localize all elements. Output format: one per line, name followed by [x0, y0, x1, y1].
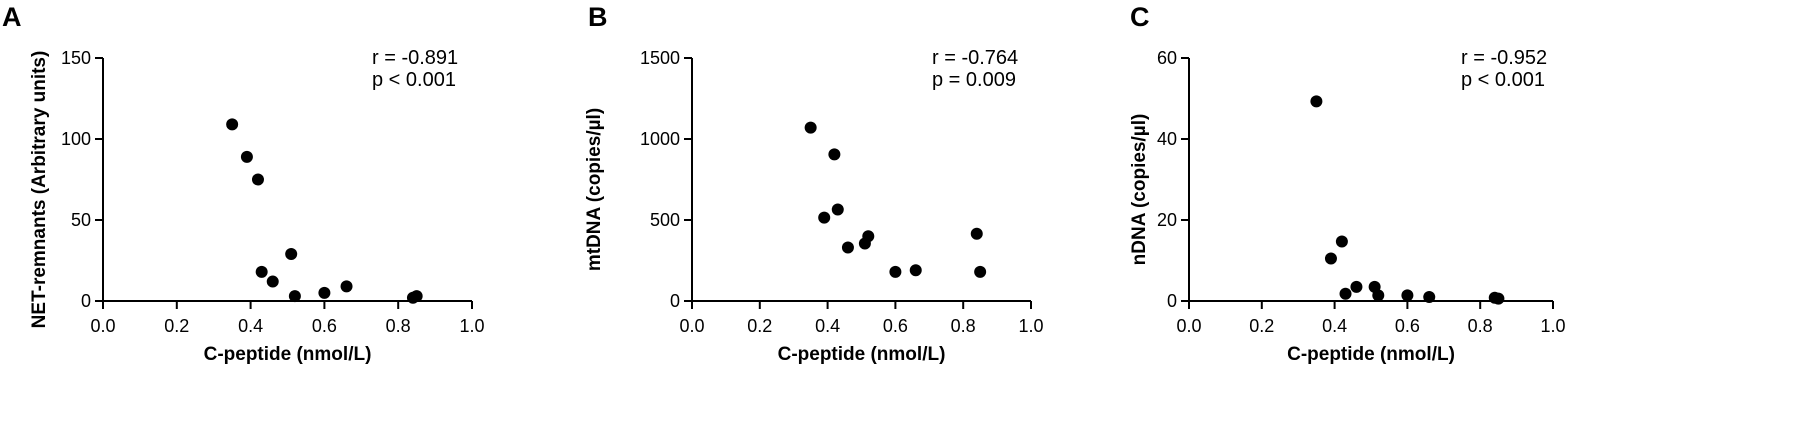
panel-b-data-point — [828, 148, 841, 161]
panel-c-x-tick-label: 0.6 — [1395, 316, 1420, 336]
panel-a-x-axis-title: C-peptide (nmol/L) — [204, 344, 372, 365]
panel-a-x-tick-label: 0.2 — [164, 316, 189, 336]
panel-c-y-tick-label: 0 — [1167, 291, 1177, 311]
panel-b-data-point — [909, 264, 922, 277]
panel-b-stat-p: p = 0.009 — [932, 69, 1016, 91]
panel-c-x-tick-label: 0.4 — [1322, 316, 1347, 336]
panel-b-data-point — [831, 203, 844, 216]
panel-c-x-tick-label: 1.0 — [1540, 316, 1565, 336]
panel-b-y-tick-label: 500 — [650, 210, 680, 230]
panel-b-x-tick-label: 0.2 — [747, 316, 772, 336]
panel-a-data-point — [240, 150, 253, 163]
panel-c-x-tick-label: 0.8 — [1468, 316, 1493, 336]
panel-c-data-point — [1350, 280, 1363, 293]
panel-c-data-point — [1372, 289, 1385, 302]
panel-a-x-tick-label: 0.6 — [312, 316, 337, 336]
panel-c-data-point — [1339, 287, 1352, 300]
panel-a-data-point — [226, 118, 239, 131]
panel-c-y-axis-title: nDNA (copies/µl) — [1129, 114, 1150, 266]
panel-b-stat-r: r = -0.764 — [932, 47, 1018, 69]
panel-a-data-point — [340, 280, 353, 293]
panel-b-data-point — [841, 241, 854, 254]
panel-a-data-point — [251, 173, 264, 186]
panel-a-letter: A — [2, 2, 22, 32]
panel-c-y-tick-label: 40 — [1157, 129, 1177, 149]
panel-a-x-tick-label: 0.0 — [90, 316, 115, 336]
panel-b-x-axis-title: C-peptide (nmol/L) — [778, 344, 946, 365]
panel-b-data-point — [818, 211, 831, 224]
panel-a-x-tick-label: 1.0 — [459, 316, 484, 336]
panel-b-letter: B — [588, 2, 608, 32]
panel-a-data-point — [410, 290, 423, 303]
panel-b-x-tick-label: 0.4 — [815, 316, 840, 336]
panel-a-data-point — [266, 275, 279, 288]
panel-b-x-tick-label: 1.0 — [1018, 316, 1043, 336]
panel-c-data-point — [1423, 290, 1436, 303]
panel-c-data-point — [1492, 292, 1505, 305]
panel-c-x-tick-label: 0.2 — [1249, 316, 1274, 336]
panel-a-y-tick-label: 150 — [61, 48, 91, 68]
panel-c-data-point — [1401, 289, 1414, 302]
panel-a-data-point — [255, 265, 268, 278]
panel-c-letter: C — [1130, 2, 1150, 32]
panel-b-y-tick-label: 1500 — [640, 48, 680, 68]
panel-c-x-axis-title: C-peptide (nmol/L) — [1287, 344, 1455, 365]
panel-c-y-tick-label: 60 — [1157, 48, 1177, 68]
panel-b-data-point — [889, 265, 902, 278]
panel-c-y-tick-label: 20 — [1157, 210, 1177, 230]
panel-b-y-tick-label: 1000 — [640, 129, 680, 149]
panel-a-data-point — [285, 248, 298, 261]
panel-a-x-tick-label: 0.4 — [238, 316, 263, 336]
panel-a-data-point — [318, 286, 331, 299]
panel-c-data-point — [1324, 252, 1337, 265]
panel-b-x-tick-label: 0.8 — [951, 316, 976, 336]
panel-a-x-tick-label: 0.8 — [386, 316, 411, 336]
panel-b-data-point — [970, 227, 983, 240]
panel-c-stat-p: p < 0.001 — [1461, 69, 1545, 91]
panel-b-data-point — [862, 230, 875, 243]
panel-b-data-point — [974, 265, 987, 278]
panel-c-data-point — [1335, 235, 1348, 248]
panel-c-data-point — [1310, 95, 1323, 108]
panel-b-x-tick-label: 0.0 — [679, 316, 704, 336]
panel-a-stat-r: r = -0.891 — [372, 47, 458, 69]
panel-b-y-axis-title: mtDNA (copies/µl) — [584, 108, 605, 271]
panel-b-data-point — [804, 121, 817, 134]
panel-c-stat-r: r = -0.952 — [1461, 47, 1547, 69]
panel-a-stat-p: p < 0.001 — [372, 69, 456, 91]
panel-a-y-axis-title: NET-remnants (Arbitrary units) — [29, 51, 50, 329]
panel-a-y-tick-label: 0 — [81, 291, 91, 311]
panel-a-y-tick-label: 100 — [61, 129, 91, 149]
panel-b-y-tick-label: 0 — [670, 291, 680, 311]
panel-a-data-point — [288, 290, 301, 303]
panel-c-x-tick-label: 0.0 — [1176, 316, 1201, 336]
panel-b-x-tick-label: 0.6 — [883, 316, 908, 336]
panel-a-y-tick-label: 50 — [71, 210, 91, 230]
